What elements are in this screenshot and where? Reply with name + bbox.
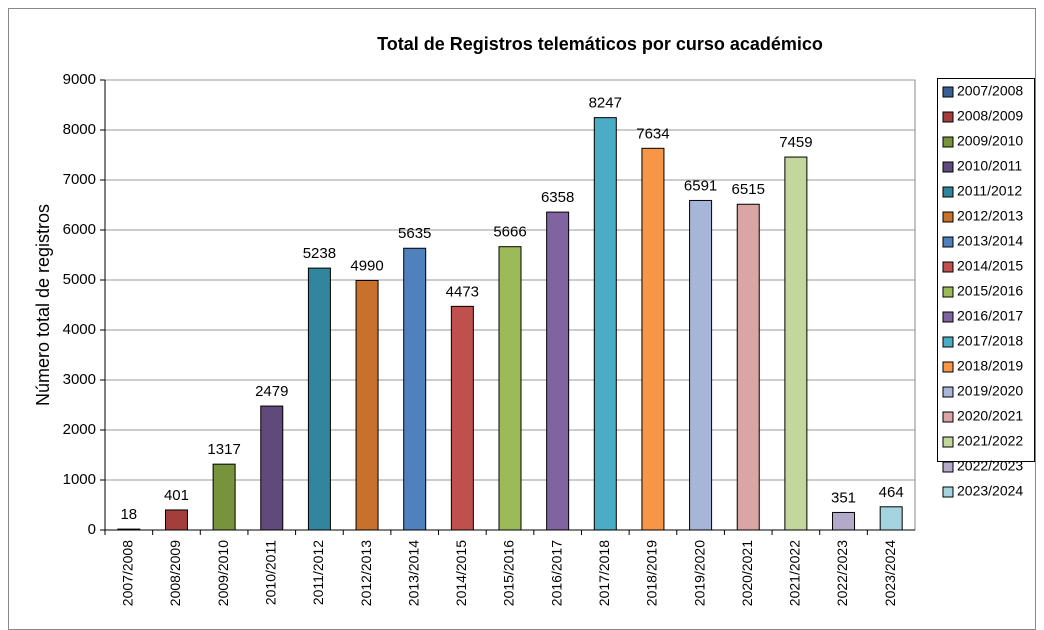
x-tick-label: 2016/2017 bbox=[548, 540, 564, 606]
legend-label: 2021/2022 bbox=[957, 433, 1023, 449]
legend-label: 2020/2021 bbox=[957, 408, 1023, 424]
legend-swatch bbox=[942, 286, 954, 298]
y-tick-label: 6000 bbox=[63, 221, 96, 238]
y-tick-label: 0 bbox=[88, 521, 96, 538]
legend-swatch bbox=[942, 236, 954, 248]
legend-label: 2008/2009 bbox=[957, 108, 1023, 124]
x-tick-label: 2017/2018 bbox=[596, 540, 612, 606]
data-label: 6591 bbox=[684, 177, 717, 194]
legend-label: 2022/2023 bbox=[957, 458, 1023, 474]
y-tick-label: 8000 bbox=[63, 121, 96, 138]
legend-label: 2007/2008 bbox=[957, 83, 1023, 99]
legend-label: 2009/2010 bbox=[957, 133, 1023, 149]
legend-swatch bbox=[942, 261, 954, 273]
x-tick-label: 2019/2020 bbox=[691, 540, 707, 606]
legend-label: 2018/2019 bbox=[957, 358, 1023, 374]
bar bbox=[212, 463, 236, 531]
legend-label: 2015/2016 bbox=[957, 283, 1023, 299]
bar bbox=[641, 147, 665, 531]
legend-swatch bbox=[942, 486, 954, 498]
legend bbox=[937, 78, 1035, 462]
legend-swatch bbox=[942, 411, 954, 423]
data-label: 18 bbox=[120, 506, 137, 523]
legend-swatch bbox=[942, 361, 954, 373]
legend-swatch bbox=[942, 311, 954, 323]
legend-label: 2011/2012 bbox=[957, 183, 1022, 199]
y-tick-label: 9000 bbox=[63, 71, 96, 88]
bar bbox=[784, 156, 808, 531]
x-tick-label: 2015/2016 bbox=[501, 540, 517, 606]
x-tick-label: 2010/2011 bbox=[262, 540, 278, 605]
data-label: 2479 bbox=[255, 383, 288, 400]
y-tick-label: 1000 bbox=[63, 471, 96, 488]
legend-label: 2016/2017 bbox=[957, 308, 1023, 324]
x-tick-label: 2009/2010 bbox=[215, 540, 231, 606]
data-label: 1317 bbox=[207, 441, 240, 458]
y-axis-label: Número total de registros bbox=[33, 204, 53, 406]
legend-swatch bbox=[942, 161, 954, 173]
bar bbox=[736, 203, 760, 531]
data-label: 7634 bbox=[636, 125, 669, 142]
legend-label: 2019/2020 bbox=[957, 383, 1023, 399]
data-label: 4990 bbox=[350, 257, 383, 274]
bar bbox=[689, 199, 713, 531]
bar bbox=[450, 305, 474, 531]
y-tick-label: 5000 bbox=[63, 271, 96, 288]
y-tick-label: 4000 bbox=[63, 321, 96, 338]
data-label: 351 bbox=[831, 489, 856, 506]
data-label: 464 bbox=[879, 484, 904, 501]
bar bbox=[355, 280, 379, 531]
bar bbox=[879, 506, 903, 531]
y-tick-label: 7000 bbox=[63, 171, 96, 188]
bar bbox=[117, 528, 141, 531]
legend-swatch bbox=[942, 136, 954, 148]
x-tick-label: 2018/2019 bbox=[644, 540, 660, 606]
y-tick-label: 3000 bbox=[63, 371, 96, 388]
x-tick-label: 2014/2015 bbox=[453, 540, 469, 606]
data-label: 401 bbox=[164, 487, 189, 504]
x-tick-label: 2011/2012 bbox=[310, 540, 326, 605]
legend-swatch bbox=[942, 186, 954, 198]
bar bbox=[593, 117, 617, 531]
bar bbox=[164, 509, 188, 531]
data-label: 7459 bbox=[779, 134, 812, 151]
legend-swatch bbox=[942, 86, 954, 98]
x-tick-label: 2020/2021 bbox=[739, 540, 755, 606]
bar bbox=[546, 211, 570, 531]
data-label: 5238 bbox=[303, 245, 336, 262]
bar bbox=[498, 246, 522, 531]
x-tick-label: 2021/2022 bbox=[787, 540, 803, 606]
chart-title: Total de Registros telemáticos por curso… bbox=[377, 34, 823, 54]
legend-swatch bbox=[942, 211, 954, 223]
bar bbox=[832, 511, 856, 531]
data-label: 4473 bbox=[446, 283, 479, 300]
data-label: 6515 bbox=[732, 181, 765, 198]
legend-swatch bbox=[942, 111, 954, 123]
x-tick-label: 2023/2024 bbox=[882, 540, 898, 606]
legend-swatch bbox=[942, 461, 954, 473]
legend-label: 2023/2024 bbox=[957, 483, 1023, 499]
x-tick-label: 2012/2013 bbox=[358, 540, 374, 606]
x-tick-label: 2022/2023 bbox=[834, 540, 850, 606]
bar bbox=[260, 405, 284, 531]
legend-swatch bbox=[942, 436, 954, 448]
legend-label: 2013/2014 bbox=[957, 233, 1023, 249]
bar bbox=[403, 247, 427, 531]
legend-swatch bbox=[942, 336, 954, 348]
legend-label: 2017/2018 bbox=[957, 333, 1023, 349]
legend-label: 2010/2011 bbox=[957, 158, 1022, 174]
x-tick-label: 2007/2008 bbox=[120, 540, 136, 606]
data-label: 8247 bbox=[589, 95, 622, 112]
legend-label: 2014/2015 bbox=[957, 258, 1023, 274]
data-label: 6358 bbox=[541, 189, 574, 206]
y-tick-label: 2000 bbox=[63, 421, 96, 438]
x-tick-label: 2008/2009 bbox=[167, 540, 183, 606]
data-label: 5666 bbox=[493, 224, 526, 241]
data-label: 5635 bbox=[398, 225, 431, 242]
legend-swatch bbox=[942, 386, 954, 398]
legend-label: 2012/2013 bbox=[957, 208, 1023, 224]
bar bbox=[307, 267, 331, 531]
x-tick-label: 2013/2014 bbox=[405, 540, 421, 606]
